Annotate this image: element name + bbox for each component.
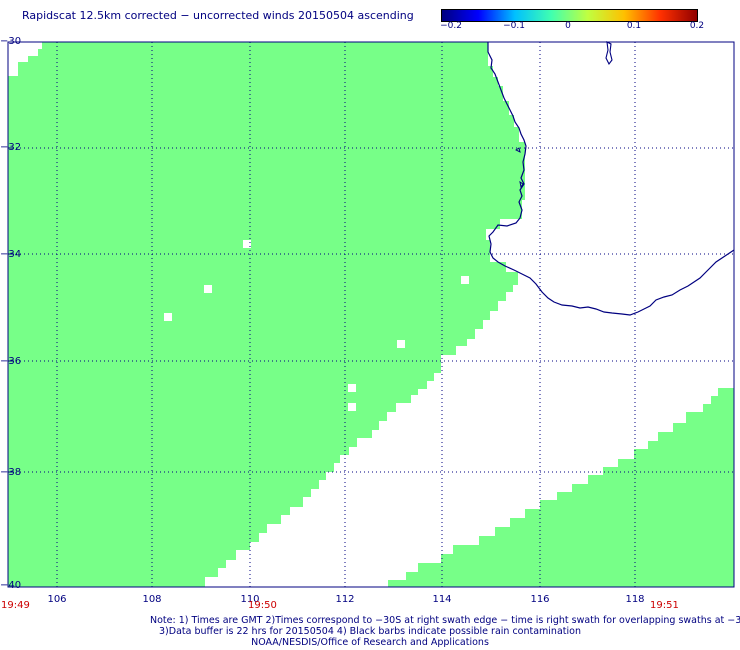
lat-label: −34 [0,249,22,260]
time-label-left: 19:49 [1,600,30,611]
lon-label: 114 [432,594,452,605]
lat-label: −32 [0,142,22,153]
map-frame [7,41,735,588]
colorbar-tick-label: 0 [565,21,571,31]
australia-coastline [487,41,735,316]
lon-label: 112 [335,594,355,605]
lat-label: −40 [0,580,22,591]
colorbar-tick-label: −0.1 [503,21,525,31]
note-line: 3)Data buffer is 22 hrs for 20150504 4) … [159,626,581,637]
note-line: Note: 1) Times are GMT 2)Times correspon… [150,615,740,626]
lon-label: 106 [47,594,67,605]
lon-label: 116 [530,594,550,605]
lat-lon-grid [8,41,734,588]
footer-notes: Note: 1) Times are GMT 2)Times correspon… [0,615,740,648]
time-label-right: 19:51 [650,600,679,611]
swath-west [8,42,525,587]
map-title: Rapidscat 12.5km corrected − uncorrected… [22,9,414,22]
note-line: NOAA/NESDIS/Office of Research and Appli… [251,637,489,648]
missing-data-cells [164,240,469,411]
colorbar-tick-label: 0.2 [689,21,705,31]
time-label-mid: 19:50 [248,600,277,611]
colorbar [441,9,698,22]
lat-label: −36 [0,356,22,367]
lon-label: 108 [142,594,162,605]
lat-label: −38 [0,467,22,478]
lon-label: 118 [625,594,645,605]
swath-east [388,388,734,587]
colorbar-tick-label: −0.2 [440,21,462,31]
lon-label: 110 [240,594,260,605]
lat-label: −30 [0,36,22,47]
colorbar-tick-label: 0.1 [626,21,642,31]
